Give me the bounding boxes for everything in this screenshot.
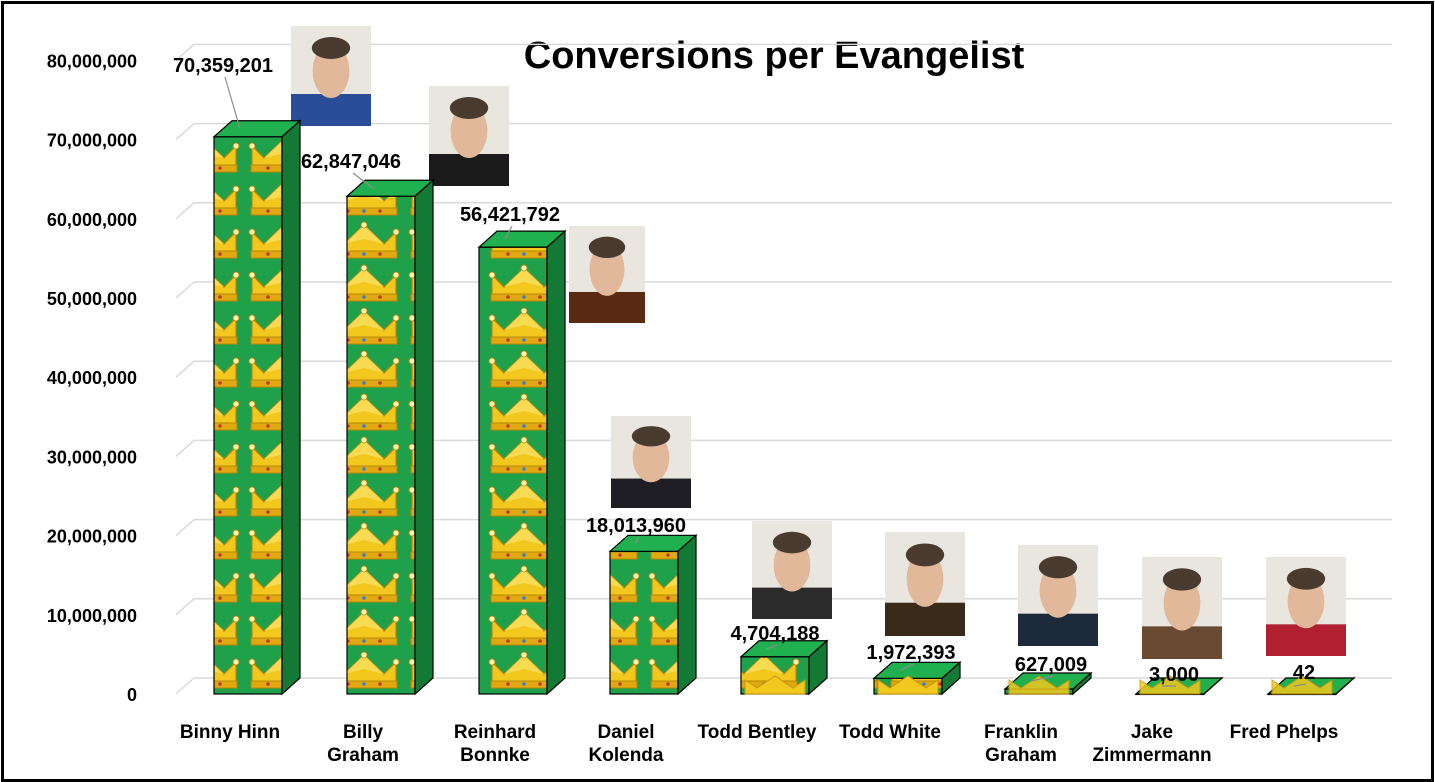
y-tick-label: 70,000,000 [47,131,137,151]
data-labels-group: 70,359,201 62,847,046 56,421,792 18,013,960… [173,55,1315,687]
x-tick-label: Todd White [839,722,941,743]
x-tick-label: Franklin Graham [984,722,1058,766]
portrait-photo [291,26,371,126]
portrait-photo [1142,557,1222,659]
portrait-photo [569,226,645,323]
gridline-depth [175,360,195,378]
bar [608,533,698,696]
gridline-depth [175,43,195,61]
portrait-photo [1018,545,1098,646]
gridline-depth [175,598,195,616]
bar-chart: Conversions per Evangelist 0 10,000,000 20… [47,26,1392,766]
crown-mark [877,675,939,695]
data-label: 42 [1293,662,1315,684]
x-tick-label: Binny Hinn [180,722,280,743]
leader-line [504,225,513,240]
data-label: 56,421,792 [460,204,560,226]
bar [212,119,302,696]
data-label: 70,359,201 [173,55,273,77]
portrait-photo [429,86,509,186]
x-tick-label: Jake Zimmermann [1092,722,1211,766]
x-tick-label: Reinhard Bonnke [454,722,536,766]
bar [872,661,962,696]
leader-line [899,663,914,671]
y-tick-label: 10,000,000 [47,606,137,626]
data-label: 627,009 [1015,654,1087,676]
x-tick-label: Todd Bentley [698,722,817,743]
x-axis: Binny Hinn Billy Graham Reinhard Bonnke Danie… [180,722,1339,766]
y-tick-label: 60,000,000 [47,210,137,230]
y-tick-label: 20,000,000 [47,527,137,547]
data-label: 62,847,046 [301,151,401,173]
y-tick-label: 80,000,000 [47,51,137,71]
crown-mark [744,675,806,695]
y-axis: 0 10,000,000 20,000,000 30,000,000 40,000,00… [47,51,137,705]
bar [477,229,567,696]
gridline-depth [175,281,195,299]
leader-line [1030,675,1054,682]
leader-line [224,76,241,129]
y-tick-label: 50,000,000 [47,289,137,309]
gridline-depth [175,123,195,141]
gridline-depth [175,202,195,220]
bar [1003,671,1093,696]
data-label: 18,013,960 [586,515,686,537]
gridline-depth [175,519,195,537]
portrait-photo [752,521,832,619]
leader-line [766,644,778,650]
portrait-photo [611,416,691,508]
bar [739,639,829,696]
portrait-photo [885,532,965,636]
y-tick-label: 0 [127,685,137,705]
leader-line [1293,683,1307,687]
gridline-depth [175,677,195,695]
data-label: 4,704,188 [731,623,820,645]
crown-mark [1139,675,1201,695]
photo-group [291,26,1346,659]
bar [1134,675,1224,696]
data-label: 1,972,393 [867,642,956,664]
x-tick-label: Fred Phelps [1230,722,1339,743]
leader-line [635,536,639,544]
chart-title: Conversions per Evangelist [524,35,1025,77]
data-label: 3,000 [1149,664,1199,686]
bar [345,178,435,696]
portrait-photo [1266,557,1346,656]
x-tick-label: Billy Graham [327,722,399,766]
crown-mark [1008,675,1070,695]
leader-line [352,172,374,189]
y-tick-label: 40,000,000 [47,368,137,388]
x-tick-label: Daniel Kolenda [589,722,664,766]
gridline-depth [175,439,195,457]
y-tick-label: 30,000,000 [47,447,137,467]
